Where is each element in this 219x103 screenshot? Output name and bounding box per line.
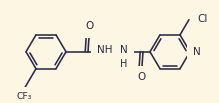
Text: H: H bbox=[120, 59, 128, 69]
Text: O: O bbox=[86, 21, 94, 31]
Text: CF₃: CF₃ bbox=[16, 92, 32, 101]
Text: N: N bbox=[193, 47, 201, 57]
Text: O: O bbox=[137, 72, 145, 82]
Text: N: N bbox=[120, 45, 128, 55]
Text: NH: NH bbox=[97, 45, 113, 55]
Text: Cl: Cl bbox=[197, 14, 207, 24]
